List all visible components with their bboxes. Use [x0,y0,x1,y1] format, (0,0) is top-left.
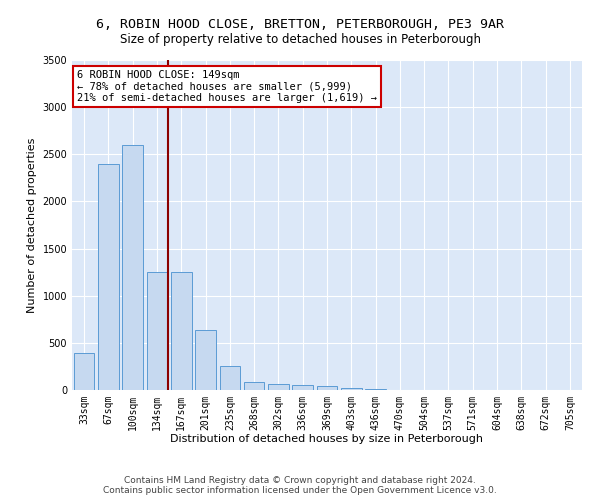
Bar [292,385,313,390]
Bar [98,164,119,390]
Text: Contains HM Land Registry data © Crown copyright and database right 2024.
Contai: Contains HM Land Registry data © Crown c… [103,476,497,495]
Bar [365,389,386,390]
Bar [244,382,265,390]
Text: Size of property relative to detached houses in Peterborough: Size of property relative to detached ho… [119,32,481,46]
Bar [122,145,143,390]
Text: 6, ROBIN HOOD CLOSE, BRETTON, PETERBOROUGH, PE3 9AR: 6, ROBIN HOOD CLOSE, BRETTON, PETERBOROU… [96,18,504,30]
Bar [268,384,289,390]
Y-axis label: Number of detached properties: Number of detached properties [27,138,37,312]
Bar [341,388,362,390]
Bar [74,353,94,390]
Bar [195,330,216,390]
Bar [171,272,191,390]
Bar [317,386,337,390]
Bar [146,272,167,390]
X-axis label: Distribution of detached houses by size in Peterborough: Distribution of detached houses by size … [170,434,484,444]
Bar [220,366,240,390]
Text: 6 ROBIN HOOD CLOSE: 149sqm
← 78% of detached houses are smaller (5,999)
21% of s: 6 ROBIN HOOD CLOSE: 149sqm ← 78% of deta… [77,70,377,103]
